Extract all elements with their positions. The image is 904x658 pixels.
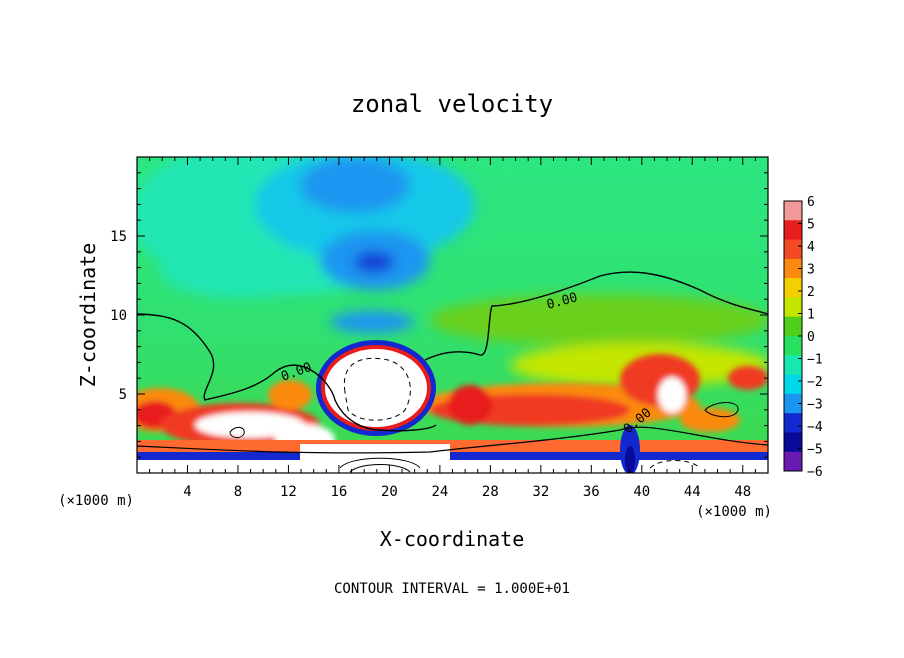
colorbar: 6 5 4 3 2 1 0 −1 −2 −3 −4 −5 −6 (784, 195, 823, 480)
white-blob-42 (658, 377, 686, 413)
colorbar-swatch (784, 258, 802, 279)
colorbar-tick-label: −2 (807, 375, 823, 390)
blue-band-lower (330, 311, 414, 333)
x-tick-label: 20 (381, 484, 398, 500)
colorbar-tick-label: −3 (807, 398, 823, 413)
x-axis-label: X-coordinate (380, 527, 525, 551)
x-tick-label: 8 (234, 484, 242, 500)
colorbar-swatch (784, 220, 802, 241)
colorbar-swatch (784, 239, 802, 260)
x-tick-label: 28 (482, 484, 499, 500)
surface-white-band (137, 460, 768, 473)
contour-interval-footer: CONTOUR INTERVAL = 1.000E+01 (334, 581, 570, 597)
y-tick-label: 10 (110, 308, 127, 324)
zero-contour-lower (137, 426, 768, 454)
yellowgreen-region (430, 294, 768, 346)
deep-blue-core (354, 251, 394, 273)
colorbar-swatch (784, 413, 802, 433)
x-tick-label: 48 (734, 484, 751, 500)
x-unit-label-left: (×1000 m) (58, 493, 134, 509)
x-axis-ticks: 4 8 12 16 20 24 28 32 36 40 44 48 (149, 157, 756, 500)
colorbar-tick-label: −1 (807, 353, 823, 368)
x-tick-label: 32 (532, 484, 549, 500)
deep-blue-column-39 (625, 446, 635, 473)
colorbar-tick-label: 1 (807, 308, 815, 323)
x-tick-label: 12 (280, 484, 297, 500)
colorbar-swatch (784, 201, 802, 221)
colorbar-tick-label: −4 (807, 420, 823, 435)
blue-core-top (300, 157, 410, 213)
y-tick-label: 15 (110, 229, 127, 245)
x-tick-label: 36 (583, 484, 600, 500)
surface-contour-1 (339, 457, 421, 469)
colorbar-frame (783, 200, 803, 472)
x-tick-label: 44 (684, 484, 701, 500)
y-axis-ticks: 5 10 15 (110, 172, 768, 458)
colorbar-tick-label: 5 (807, 218, 815, 233)
surface-dashed-contour (649, 460, 701, 469)
colorbar-swatch (784, 374, 802, 395)
colorbar-swatch (784, 297, 802, 318)
colorbar-swatch (784, 316, 802, 337)
zero-contour-right (424, 271, 768, 361)
cyan-region-left (160, 242, 320, 298)
vortex-dashed-contour (343, 357, 411, 421)
red-blob-28 (448, 385, 492, 425)
plot-field (137, 157, 768, 473)
small-contour-loop (229, 426, 245, 439)
colorbar-tick-label: 6 (807, 195, 815, 210)
red-blob-48 (728, 366, 768, 390)
x-tick-label: 16 (330, 484, 347, 500)
y-tick-label: 5 (119, 387, 127, 403)
orange-blob-44 (680, 408, 740, 432)
colorbar-tick-label: −6 (807, 465, 823, 480)
x-unit-label-right: (×1000 m) (696, 504, 772, 520)
x-tick-label: 40 (633, 484, 650, 500)
colorbar-swatch (784, 451, 802, 472)
colorbar-tick-label: 0 (807, 330, 815, 345)
colorbar-tick-label: 3 (807, 263, 815, 278)
orange-blob-12 (268, 380, 312, 410)
colorbar-swatch (784, 432, 802, 453)
small-contour-right (704, 402, 739, 418)
y-axis-label: Z-coordinate (76, 243, 100, 388)
colorbar-swatch (784, 355, 802, 376)
x-tick-label: 4 (183, 484, 191, 500)
white-band-left (195, 412, 305, 438)
chart-title: zonal velocity (351, 90, 553, 118)
colorbar-tick-label: 2 (807, 285, 815, 300)
colorbar-tick-label: −5 (807, 443, 823, 458)
colorbar-swatch (784, 336, 802, 356)
zero-contour-left (137, 313, 437, 432)
colorbar-swatch (784, 278, 802, 298)
colorbar-swatch (784, 393, 802, 414)
surface-blue-band (137, 452, 768, 460)
surface-contour-2 (349, 464, 411, 473)
colorbar-tick-label: 4 (807, 240, 815, 255)
lower-orange-band (137, 440, 768, 454)
x-tick-label: 24 (431, 484, 448, 500)
vortex-white-core (325, 349, 427, 427)
